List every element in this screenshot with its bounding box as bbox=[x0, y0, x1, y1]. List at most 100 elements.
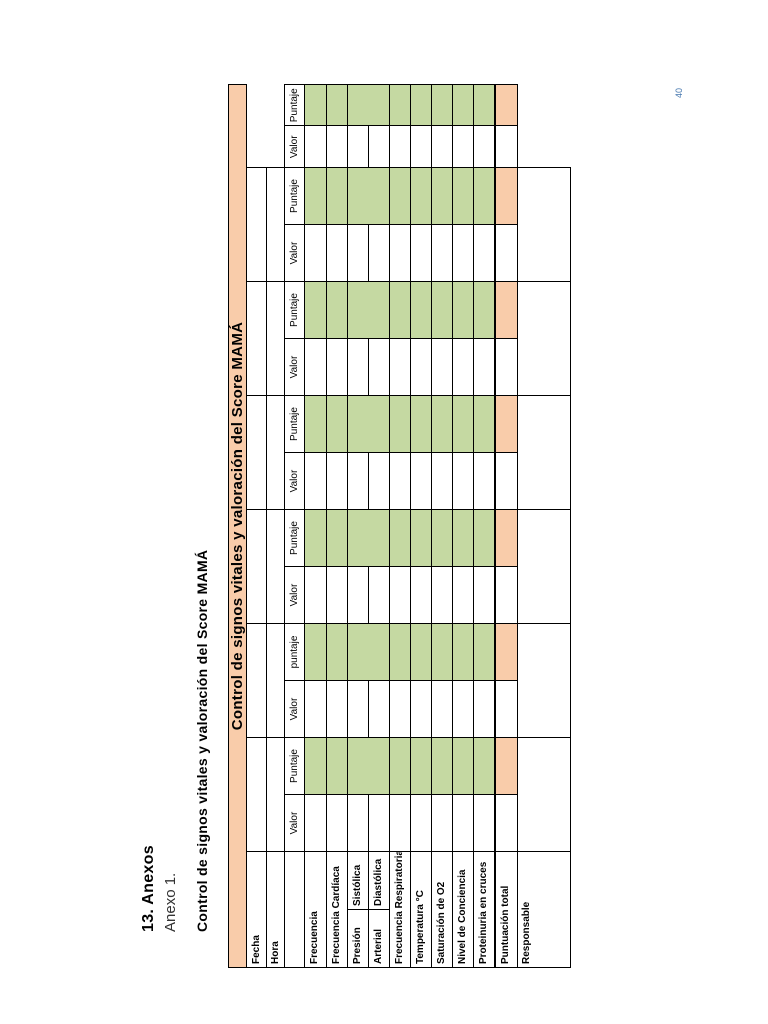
valor-cell[interactable] bbox=[368, 224, 390, 282]
puntaje-cell[interactable] bbox=[347, 84, 390, 126]
responsable-cell[interactable] bbox=[517, 281, 571, 396]
valor-cell[interactable] bbox=[389, 680, 411, 738]
total-cell[interactable] bbox=[494, 281, 518, 339]
valor-cell[interactable] bbox=[368, 452, 390, 510]
puntaje-cell[interactable] bbox=[326, 737, 348, 795]
valor-cell[interactable] bbox=[347, 126, 369, 168]
valor-cell[interactable] bbox=[347, 452, 369, 510]
puntaje-cell[interactable] bbox=[304, 84, 327, 126]
hora-cell[interactable] bbox=[266, 167, 285, 282]
valor-cell[interactable] bbox=[326, 566, 348, 624]
puntaje-cell[interactable] bbox=[473, 395, 495, 453]
valor-cell[interactable] bbox=[473, 794, 495, 852]
valor-cell[interactable] bbox=[410, 126, 432, 168]
puntaje-cell[interactable] bbox=[431, 84, 453, 126]
valor-cell[interactable] bbox=[452, 126, 474, 168]
total-cell[interactable] bbox=[494, 84, 518, 126]
puntaje-cell[interactable] bbox=[389, 281, 411, 339]
fecha-cell[interactable] bbox=[246, 737, 267, 852]
puntaje-cell[interactable] bbox=[347, 281, 390, 339]
puntaje-cell[interactable] bbox=[431, 509, 453, 567]
puntaje-cell[interactable] bbox=[473, 167, 495, 225]
valor-cell[interactable] bbox=[347, 566, 369, 624]
valor-cell[interactable] bbox=[473, 224, 495, 282]
valor-cell[interactable] bbox=[304, 338, 327, 396]
puntaje-cell[interactable] bbox=[452, 623, 474, 681]
valor-cell[interactable] bbox=[347, 794, 369, 852]
puntaje-cell[interactable] bbox=[473, 509, 495, 567]
valor-cell[interactable] bbox=[410, 794, 432, 852]
puntaje-cell[interactable] bbox=[410, 623, 432, 681]
puntaje-cell[interactable] bbox=[473, 623, 495, 681]
puntaje-cell[interactable] bbox=[431, 167, 453, 225]
puntaje-cell[interactable] bbox=[452, 395, 474, 453]
hora-cell[interactable] bbox=[266, 737, 285, 852]
hora-cell[interactable] bbox=[266, 623, 285, 738]
valor-cell[interactable] bbox=[410, 224, 432, 282]
valor-cell[interactable] bbox=[452, 680, 474, 738]
valor-cell[interactable] bbox=[347, 224, 369, 282]
puntaje-cell[interactable] bbox=[410, 395, 432, 453]
valor-cell[interactable] bbox=[389, 566, 411, 624]
puntaje-cell[interactable] bbox=[347, 395, 390, 453]
valor-cell[interactable] bbox=[326, 126, 348, 168]
valor-cell[interactable] bbox=[473, 338, 495, 396]
valor-cell[interactable] bbox=[473, 126, 495, 168]
puntaje-cell[interactable] bbox=[347, 737, 390, 795]
puntaje-cell[interactable] bbox=[410, 167, 432, 225]
puntaje-cell[interactable] bbox=[431, 623, 453, 681]
puntaje-cell[interactable] bbox=[452, 281, 474, 339]
puntaje-cell[interactable] bbox=[410, 84, 432, 126]
puntaje-cell[interactable] bbox=[347, 167, 390, 225]
puntaje-cell[interactable] bbox=[326, 167, 348, 225]
valor-cell[interactable] bbox=[389, 794, 411, 852]
puntaje-cell[interactable] bbox=[431, 281, 453, 339]
total-cell[interactable] bbox=[494, 395, 518, 453]
total-cell[interactable] bbox=[494, 623, 518, 681]
puntaje-cell[interactable] bbox=[347, 623, 390, 681]
valor-cell[interactable] bbox=[326, 680, 348, 738]
puntaje-cell[interactable] bbox=[452, 737, 474, 795]
fecha-cell[interactable] bbox=[246, 167, 267, 282]
responsable-cell[interactable] bbox=[517, 395, 571, 510]
valor-cell[interactable] bbox=[304, 224, 327, 282]
puntaje-cell[interactable] bbox=[431, 395, 453, 453]
valor-cell[interactable] bbox=[431, 680, 453, 738]
valor-cell[interactable] bbox=[431, 126, 453, 168]
valor-cell[interactable] bbox=[473, 452, 495, 510]
valor-cell[interactable] bbox=[368, 338, 390, 396]
puntaje-cell[interactable] bbox=[389, 395, 411, 453]
puntaje-cell[interactable] bbox=[304, 167, 327, 225]
puntaje-cell[interactable] bbox=[473, 281, 495, 339]
responsable-cell[interactable] bbox=[517, 509, 571, 624]
valor-cell[interactable] bbox=[473, 680, 495, 738]
puntaje-cell[interactable] bbox=[347, 509, 390, 567]
puntaje-cell[interactable] bbox=[452, 509, 474, 567]
valor-cell[interactable] bbox=[347, 338, 369, 396]
total-cell[interactable] bbox=[494, 737, 518, 795]
puntaje-cell[interactable] bbox=[410, 737, 432, 795]
valor-cell[interactable] bbox=[410, 338, 432, 396]
valor-cell[interactable] bbox=[389, 224, 411, 282]
total-cell[interactable] bbox=[494, 509, 518, 567]
valor-cell[interactable] bbox=[410, 680, 432, 738]
fecha-cell[interactable] bbox=[246, 509, 267, 624]
valor-cell[interactable] bbox=[431, 338, 453, 396]
puntaje-cell[interactable] bbox=[304, 395, 327, 453]
puntaje-cell[interactable] bbox=[410, 281, 432, 339]
valor-cell[interactable] bbox=[326, 224, 348, 282]
puntaje-cell[interactable] bbox=[452, 84, 474, 126]
valor-cell[interactable] bbox=[368, 794, 390, 852]
valor-cell[interactable] bbox=[368, 680, 390, 738]
valor-cell[interactable] bbox=[389, 452, 411, 510]
valor-cell[interactable] bbox=[304, 794, 327, 852]
puntaje-cell[interactable] bbox=[326, 84, 348, 126]
valor-cell[interactable] bbox=[410, 566, 432, 624]
hora-cell[interactable] bbox=[266, 509, 285, 624]
responsable-cell[interactable] bbox=[517, 737, 571, 852]
hora-cell[interactable] bbox=[266, 281, 285, 396]
valor-cell[interactable] bbox=[389, 338, 411, 396]
puntaje-cell[interactable] bbox=[326, 281, 348, 339]
puntaje-cell[interactable] bbox=[326, 623, 348, 681]
puntaje-cell[interactable] bbox=[452, 167, 474, 225]
